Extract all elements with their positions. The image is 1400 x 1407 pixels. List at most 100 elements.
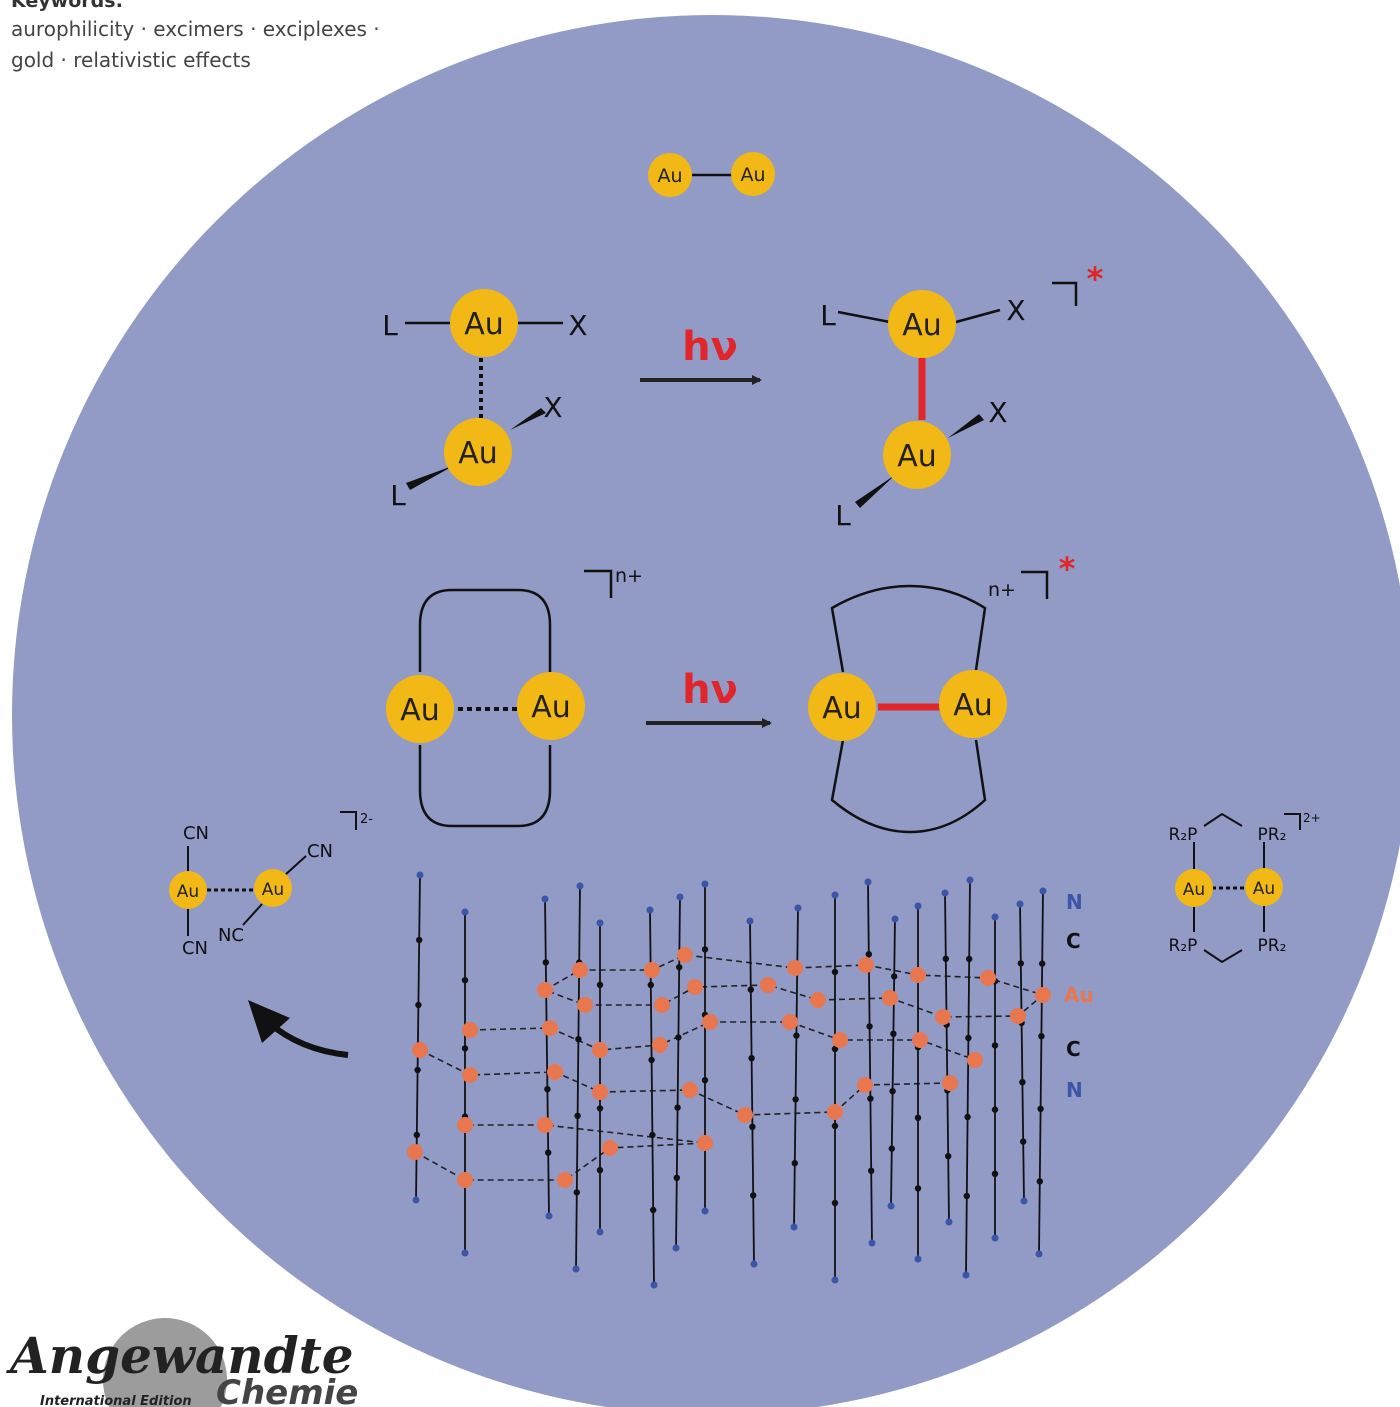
- charge-label: 2-: [360, 812, 373, 827]
- gold-atom: [939, 670, 1007, 738]
- ligand-x-label: X: [988, 396, 1007, 429]
- carbon-atom: [865, 951, 872, 958]
- carbon-atom: [945, 1153, 952, 1160]
- background-disc: [12, 15, 1400, 1407]
- gold-atom: [731, 152, 775, 196]
- gold-atom-label: Au: [458, 436, 498, 471]
- lattice-chain: [575, 885, 581, 1270]
- lattice-chain: [1019, 903, 1025, 1202]
- lattice-gold-atom: [592, 1042, 608, 1058]
- lattice-chain: [867, 881, 873, 1244]
- phosphine-label: R₂P: [1169, 825, 1198, 845]
- carbon-atom: [544, 1086, 551, 1093]
- gold-atom: [169, 871, 207, 909]
- carbon-atom: [793, 1032, 800, 1039]
- lattice-chain: [749, 920, 755, 1265]
- phosphine-label: PR₂: [1258, 825, 1287, 845]
- lattice-gold-atom: [967, 1052, 983, 1068]
- lattice-gold-atom: [407, 1144, 423, 1160]
- carbon-atom: [914, 1185, 922, 1192]
- gold-atom: [1245, 868, 1283, 906]
- nitrogen-atom: [945, 1218, 953, 1226]
- legend-nitrogen: N: [1066, 1078, 1083, 1102]
- carbon-atom: [831, 1045, 839, 1053]
- lattice-gold-atom: [832, 1032, 848, 1048]
- legend-carbon: C: [1066, 1037, 1081, 1061]
- nitrogen-atom: [891, 915, 899, 923]
- bracket: [584, 569, 613, 598]
- carbon-atom: [891, 973, 898, 980]
- carbon-atom: [542, 959, 549, 966]
- lattice-gold-atom: [810, 992, 826, 1008]
- carbon-atom: [647, 981, 654, 989]
- lattice-chain: [944, 892, 950, 1223]
- lattice-gold-atom: [577, 997, 593, 1013]
- nitrogen-atom: [701, 880, 709, 888]
- nitrogen-atom: [545, 1212, 553, 1220]
- carbon-atom: [1038, 1033, 1045, 1040]
- carbon-atom: [963, 1192, 970, 1200]
- lattice-gold-atom: [457, 1172, 473, 1188]
- carbon-atom: [866, 1023, 873, 1030]
- nitrogen-atom: [887, 1202, 895, 1210]
- lattice-gold-atom: [537, 1117, 553, 1133]
- carbon-atom: [791, 1160, 798, 1167]
- ligand-l-label: L: [835, 499, 851, 532]
- lattice-gold-atom: [652, 1037, 668, 1053]
- carbon-atom: [575, 1036, 582, 1043]
- gold-atom: [808, 673, 876, 741]
- lattice-gold-atom: [462, 1067, 478, 1083]
- photoexcitation-arrow-2: hν: [646, 667, 772, 728]
- lattice-gold-atom: [557, 1172, 573, 1188]
- carbon-atom: [991, 1170, 999, 1178]
- gold-atom-label: Au: [177, 882, 199, 902]
- nitrogen-atom: [1035, 1250, 1043, 1258]
- nitrogen-atom: [864, 878, 872, 886]
- nitrogen-atom: [746, 917, 754, 925]
- lattice-gold-atom: [687, 979, 703, 995]
- nitrogen-atom: [991, 913, 999, 921]
- keywords-block: Keywords: aurophilicity · excimers · exc…: [11, 0, 411, 76]
- nitrogen-atom: [412, 1196, 420, 1204]
- gold-atom-label: Au: [1183, 880, 1205, 900]
- lattice-gold-atom: [942, 1075, 958, 1091]
- carbon-atom: [414, 1066, 421, 1074]
- legend-carbon: C: [1066, 929, 1081, 953]
- nitrogen-atom: [650, 1281, 658, 1289]
- carbon-atom: [596, 981, 604, 988]
- carbon-atom: [461, 977, 469, 984]
- carbon-atom: [676, 964, 683, 971]
- lattice-chain: [890, 918, 896, 1207]
- lattice-gold-atom: [857, 1077, 873, 1093]
- gold-atom-label: Au: [902, 308, 942, 343]
- nitrogen-atom: [991, 1234, 999, 1242]
- logo-chemie: Chemie: [216, 1373, 358, 1407]
- nitrogen-atom: [831, 1276, 839, 1284]
- lattice-gold-atom: [547, 1064, 563, 1080]
- nitrogen-atom: [461, 1249, 469, 1257]
- lattice-gold-atom: [412, 1042, 428, 1058]
- carbon-atom: [888, 1145, 895, 1152]
- legend-gold: Au: [1064, 983, 1094, 1007]
- nitrogen-atom: [1016, 900, 1024, 908]
- bracket: [1021, 570, 1049, 599]
- nitrogen-atom: [701, 1207, 709, 1215]
- lattice-gold-atom: [858, 957, 874, 973]
- carbon-atom: [413, 1131, 420, 1139]
- gold-atom: [517, 672, 585, 740]
- gold-atom-label: Au: [657, 165, 682, 187]
- excited-state-dimer-1: Au Au L X X L *: [820, 260, 1103, 532]
- gold-atom: [386, 675, 454, 743]
- ligand-x-label: X: [543, 391, 562, 424]
- lattice-gold-atom: [592, 1084, 608, 1100]
- carbon-atom: [831, 1199, 839, 1207]
- lattice-gold-atom: [542, 1020, 558, 1036]
- carbon-atom: [1039, 960, 1046, 967]
- nitrogen-atom: [1020, 1197, 1028, 1205]
- nitrogen-atom: [461, 908, 469, 916]
- lattice-chain: [544, 898, 550, 1217]
- gold-atom: [450, 289, 518, 357]
- photoexcitation-arrow-1: hν: [640, 324, 762, 385]
- ligand-l-label: L: [820, 299, 836, 332]
